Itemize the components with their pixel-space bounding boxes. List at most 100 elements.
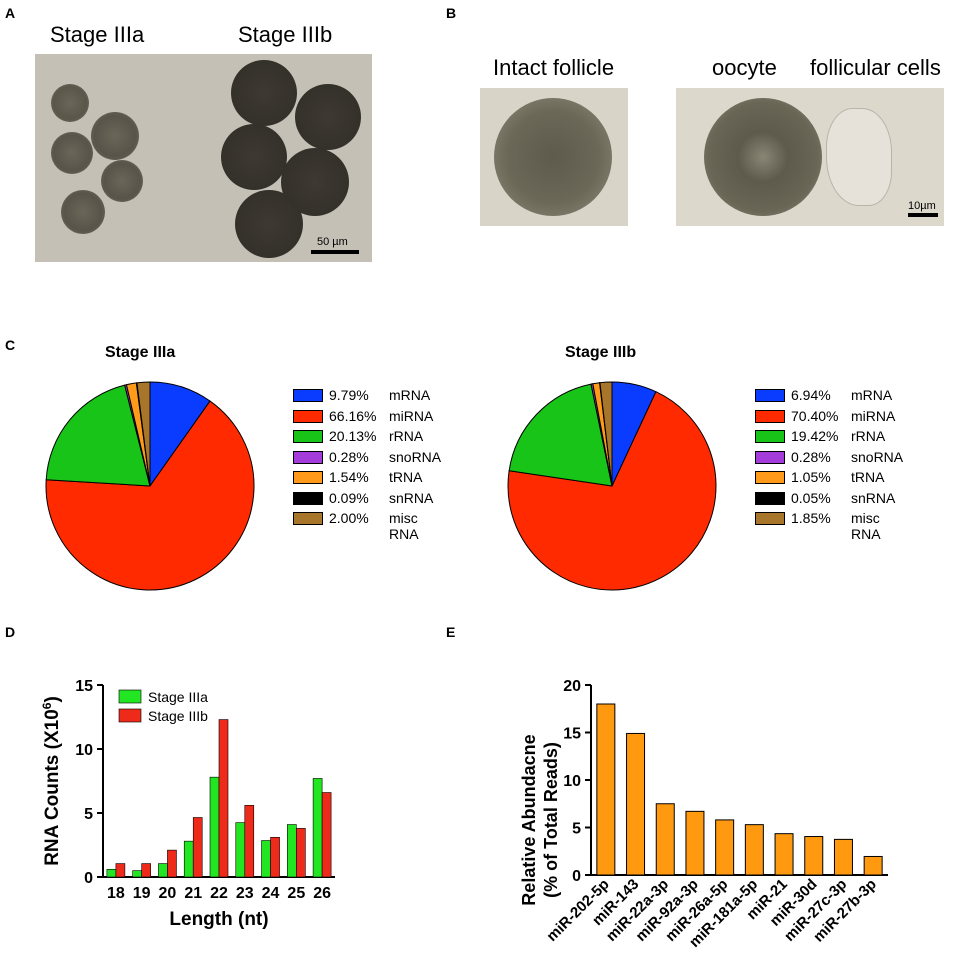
legend-label: miRNA <box>389 407 434 424</box>
pie-title-stage-iiib: Stage IIIb <box>565 344 637 361</box>
bar-stage-iiia-24 <box>261 840 271 878</box>
x-tick-label: 25 <box>287 885 305 902</box>
bar-stage-iiib-22 <box>218 719 229 878</box>
y-tick-label: 10 <box>75 742 93 759</box>
pie-title-stage-iiia: Stage IIIa <box>105 344 176 361</box>
pie-slice-misc-rna <box>599 381 613 487</box>
legend-swatch <box>755 471 785 484</box>
bar-stage-iiib-26 <box>321 792 332 878</box>
x-tick-label: 19 <box>133 885 151 902</box>
oocyte-large <box>295 84 361 150</box>
bar-mir-27c-3p <box>833 838 853 876</box>
legend-swatch <box>293 512 323 525</box>
y-axis-title-line1: Relative Abundacne <box>519 734 539 905</box>
rna-length-bar-chart: 0 5 10 15 18 19 20 21 22 23 24 25 26 Length (nt) RNA C… <box>40 678 335 930</box>
y-tick-label: 10 <box>563 773 581 790</box>
scale-label-a: 50 µm <box>317 236 348 248</box>
intact-follicle-label: Intact follicle <box>493 55 615 80</box>
legend-label: misc RNA <box>851 510 881 542</box>
legend-label: misc RNA <box>389 510 419 542</box>
legend-label: rRNA <box>851 428 886 444</box>
bar-mir-92a-3p <box>685 810 705 876</box>
legend-label: mRNA <box>389 387 431 403</box>
micrograph-intact-follicle <box>480 88 628 226</box>
intact-follicle <box>494 98 612 216</box>
legend-percent: 6.94% <box>791 387 831 403</box>
y-tick-label: 15 <box>75 678 93 695</box>
oocyte-large <box>231 60 297 126</box>
bar-mir-202-5p <box>596 703 616 876</box>
legend-percent: 19.42% <box>791 428 839 444</box>
legend-percent: 1.05% <box>791 469 831 485</box>
oocyte-small <box>91 112 139 160</box>
bar-stage-iiia-22 <box>209 776 220 878</box>
bar-stage-iiib-19 <box>141 863 151 878</box>
panel-letter-e: E <box>446 624 456 640</box>
scale-bar-a <box>311 250 359 254</box>
y-tick-label: 5 <box>84 806 93 823</box>
legend-percent: 9.79% <box>329 387 369 403</box>
oocyte-large <box>221 124 287 190</box>
legend-label: rRNA <box>389 428 424 444</box>
y-tick-label: 15 <box>563 726 581 743</box>
oocyte-small <box>101 160 143 202</box>
bar-stage-iiib-24 <box>270 837 280 878</box>
x-tick-label: 18 <box>107 885 125 902</box>
legend-percent: 70.40% <box>791 407 839 424</box>
bar-stage-iiib-23 <box>244 805 255 878</box>
pie-chart-stage-iiib <box>507 381 717 591</box>
bar-mir-22a-3p <box>655 803 675 876</box>
legend-label: tRNA <box>389 469 423 485</box>
legend-percent: 1.85% <box>791 510 831 526</box>
x-tick-label: 21 <box>184 885 202 902</box>
legend-label: mRNA <box>851 387 893 403</box>
x-tick-label: 20 <box>159 885 177 902</box>
bar-mir-30d <box>804 836 824 876</box>
pie-slice-rrna <box>45 384 151 487</box>
legend-label: miRNA <box>851 407 896 424</box>
legend-percent: 0.28% <box>329 448 369 465</box>
legend-percent: 0.09% <box>329 489 369 506</box>
legend-swatch <box>755 430 785 443</box>
scale-bar-b <box>908 213 938 217</box>
oocyte-label: oocyte <box>712 55 777 80</box>
follicular-cells-cluster <box>826 108 892 206</box>
bar-mir-181a-5p <box>744 824 764 876</box>
oocyte-small <box>51 84 89 122</box>
legend-swatch <box>755 450 785 464</box>
y-tick-label: 20 <box>563 678 581 695</box>
legend-percent: 66.16% <box>329 407 377 424</box>
pie-slice-rrna <box>508 383 613 487</box>
bar-stage-iiia-19 <box>132 870 142 878</box>
y-tick-label: 0 <box>84 870 93 887</box>
y-tick-label: 0 <box>572 868 581 885</box>
legend-percent: 20.13% <box>329 428 377 444</box>
mirna-abundance-bar-chart: 05101520miR-202-5pmiR-143miR-22a-3pmiR-9… <box>519 678 888 951</box>
bar-stage-iiia-20 <box>158 863 168 878</box>
legend-swatch <box>118 708 142 723</box>
pie-slice-misc-rna <box>136 381 151 487</box>
x-tick-label: 26 <box>313 885 331 902</box>
micrograph-stage-iii: 50 µm <box>35 54 372 262</box>
legend-swatch <box>293 450 323 464</box>
bar-mir-27b-3p <box>863 855 883 876</box>
oocyte-large <box>235 190 303 258</box>
bar-stage-iiia-18 <box>106 869 117 878</box>
denuded-oocyte <box>704 98 822 216</box>
legend-percent: 2.00% <box>329 510 369 526</box>
legend-swatch <box>293 430 323 443</box>
legend-label: tRNA <box>851 469 885 485</box>
bar-stage-iiib-18 <box>115 863 126 878</box>
x-tick-label: 23 <box>236 885 254 902</box>
legend-label: snRNA <box>389 489 434 506</box>
follicular-cells-label: follicular cells <box>810 55 941 80</box>
legend-swatch <box>755 512 785 525</box>
legend-swatch <box>118 689 142 704</box>
legend-swatch <box>293 471 323 484</box>
legend-label: snoRNA <box>851 448 904 465</box>
legend-percent: 0.05% <box>791 489 831 506</box>
x-tick-label: 24 <box>262 885 280 902</box>
y-tick-label: 5 <box>572 821 581 838</box>
y-axis-title-line2: (% of Total Reads) <box>541 742 561 898</box>
bar-mir-26a-5p <box>715 819 735 876</box>
